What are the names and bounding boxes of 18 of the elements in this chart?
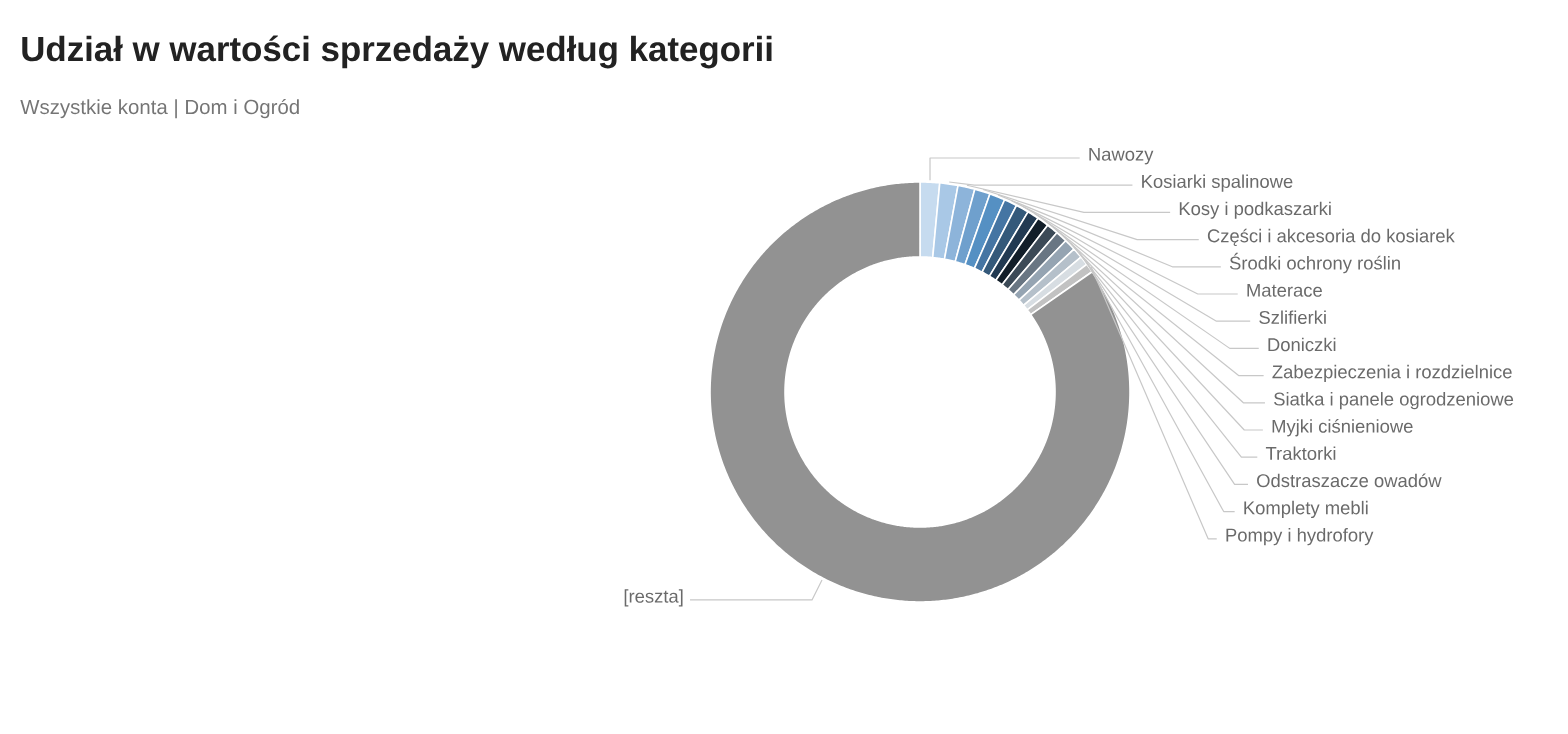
slice-label: Kosiarki spalinowe — [1142, 174, 1293, 192]
text: Wszystkie konta | Dom i Ogród — [20, 98, 299, 119]
chart-title: Udział w wartości sprzedaży według kategorii — [22, 35, 772, 69]
slice-label: Kosy i podkaszarki — [1179, 201, 1331, 219]
slice-label: Szlifierki — [1259, 310, 1326, 324]
slice-label: [reszta] — [624, 589, 683, 607]
slice-label: Odstraszacze owadów — [1257, 473, 1442, 488]
slice-label: Części i akcesoria do kosiarek — [1207, 228, 1455, 247]
slice-label: Traktorki — [1265, 446, 1336, 460]
slice-label: Komplety mebli — [1244, 500, 1368, 519]
slice-label: Zabezpieczenia i rozdzielnice — [1272, 364, 1512, 383]
slice-label: Nawozy — [1089, 147, 1154, 165]
slice-label: Siatka i panele ogrodzeniowe — [1274, 392, 1514, 410]
slice-label: Materace — [1247, 283, 1322, 297]
slice-label: Środki ochrony roślin — [1229, 252, 1400, 274]
slice-label: Doniczki — [1268, 337, 1336, 352]
slice-label: Myjki ciśnieniowe — [1272, 419, 1413, 437]
slice-label: Pompy i hydrofory — [1226, 528, 1374, 546]
